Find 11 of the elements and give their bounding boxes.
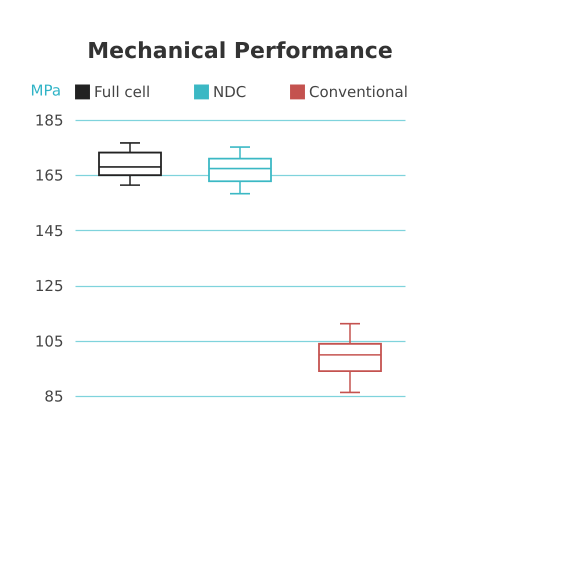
y-tick-label: 145: [34, 222, 64, 240]
chart-title: Mechanical Performance: [87, 39, 393, 64]
legend-label: Full cell: [94, 82, 150, 101]
y-tick-label: 165: [34, 166, 64, 185]
y-tick-label: 125: [34, 277, 64, 296]
legend-label: Conventional: [309, 82, 408, 101]
y-tick-label: 105: [34, 332, 64, 350]
legend-label: NDC: [213, 82, 246, 101]
y-axis-title: MPa: [30, 82, 62, 100]
y-tick-label: 85: [44, 388, 64, 406]
y-tick-label: 185: [34, 112, 64, 130]
